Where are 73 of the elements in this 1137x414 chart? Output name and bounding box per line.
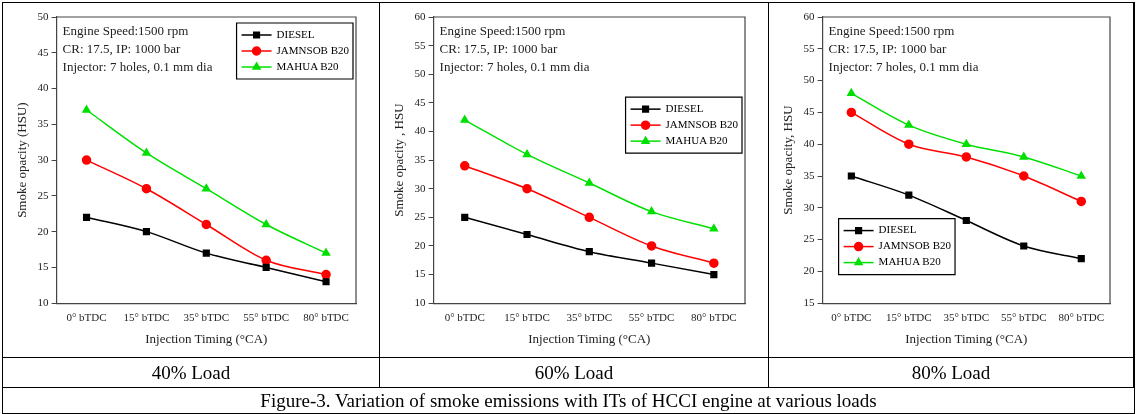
annotation: CR: 17.5, IP: 1000 bar <box>62 40 181 56</box>
annotation: Engine Speed:1500 rpm <box>439 22 566 38</box>
y-tick-label: 15 <box>37 260 50 273</box>
y-tick-label: 25 <box>803 232 816 245</box>
annotation: CR: 17.5, IP: 1000 bar <box>828 40 947 56</box>
y-tick-label: 10 <box>37 296 50 309</box>
y-tick-label: 20 <box>803 264 816 277</box>
legend-label: DIESEL <box>665 102 704 115</box>
annotation: Injector: 7 holes, 0.1 mm dia <box>828 58 979 74</box>
legend-label: MAHUA B20 <box>665 134 729 147</box>
text: 60% Load <box>380 358 769 388</box>
text: 40% Load <box>3 358 380 388</box>
annotation: Injector: 7 holes, 0.1 mm dia <box>439 58 590 74</box>
y-tick-label: 40 <box>803 137 816 150</box>
x-axis-title: Injection Timing (°CA) <box>905 330 1028 346</box>
y-tick-label: 50 <box>414 67 427 80</box>
y-tick-label: 55 <box>803 41 816 54</box>
text: Figure-3. Variation of smoke emissions with ITs of HCCI engine at various loads <box>259 389 878 413</box>
y-tick-label: 30 <box>37 152 50 165</box>
y-axis-title: Smoke opacity , HSU <box>391 102 407 217</box>
annotation: Injector: 7 holes, 0.1 mm dia <box>62 58 213 74</box>
x-tick-label: 15° bTDC <box>504 310 550 323</box>
y-tick-label: 40 <box>414 124 427 137</box>
x-tick-label: 55° bTDC <box>1000 310 1047 323</box>
x-tick-label: 80° bTDC <box>1058 310 1105 323</box>
y-tick-label: 60 <box>803 9 816 22</box>
x-tick-label: 55° bTDC <box>628 310 675 323</box>
y-tick-label: 45 <box>414 95 427 108</box>
annotation: Engine Speed:1500 rpm <box>828 22 955 38</box>
y-tick-label: 45 <box>803 105 816 118</box>
x-tick-label: 55° bTDC <box>243 310 290 323</box>
x-tick-label: 80° bTDC <box>691 310 737 323</box>
x-tick-label: 35° bTDC <box>943 310 990 323</box>
y-tick-label: 45 <box>37 45 50 58</box>
text: 80% Load <box>769 358 1134 388</box>
y-tick-label: 15 <box>803 296 816 309</box>
legend-label: JAMNSOB B20 <box>665 118 739 131</box>
x-tick-label: 0° bTDC <box>444 310 485 323</box>
y-tick-label: 20 <box>37 224 50 237</box>
y-tick-label: 35 <box>37 117 50 130</box>
legend-label: JAMNSOB B20 <box>878 239 952 252</box>
x-axis-title: Injection Timing (°CA) <box>528 330 651 346</box>
y-tick-label: 35 <box>414 152 427 165</box>
y-tick-label: 30 <box>414 181 427 194</box>
y-tick-label: 40 <box>37 81 50 94</box>
legend-label: MAHUA B20 <box>878 255 942 268</box>
annotation: Engine Speed:1500 rpm <box>62 22 189 38</box>
y-tick-label: 35 <box>803 168 816 181</box>
y-axis-title: Smoke opacity, HSU <box>780 104 796 215</box>
y-tick-label: 10 <box>414 296 427 309</box>
y-tick-label: 30 <box>803 200 816 213</box>
legend-label: DIESEL <box>878 223 917 236</box>
x-tick-label: 15° bTDC <box>123 310 170 323</box>
x-tick-label: 35° bTDC <box>183 310 230 323</box>
y-tick-label: 25 <box>414 210 427 223</box>
y-tick-label: 60 <box>414 9 427 22</box>
x-tick-label: 15° bTDC <box>885 310 932 323</box>
y-tick-label: 20 <box>414 238 427 251</box>
legend-label: JAMNSOB B20 <box>276 43 350 56</box>
x-axis-title: Injection Timing (°CA) <box>145 330 268 346</box>
x-tick-label: 0° bTDC <box>66 310 107 323</box>
annotation: CR: 17.5, IP: 1000 bar <box>439 40 558 56</box>
y-tick-label: 25 <box>37 188 50 201</box>
y-tick-label: 55 <box>414 38 427 51</box>
y-tick-label: 50 <box>37 9 50 22</box>
x-tick-label: 0° bTDC <box>831 310 872 323</box>
y-tick-label: 50 <box>803 73 816 86</box>
legend-label: MAHUA B20 <box>276 59 340 72</box>
x-tick-label: 80° bTDC <box>303 310 349 323</box>
legend-label: DIESEL <box>276 27 315 40</box>
y-axis-title: Smoke opacity (HSU) <box>14 102 30 218</box>
y-tick-label: 15 <box>414 267 427 280</box>
x-tick-label: 35° bTDC <box>566 310 613 323</box>
